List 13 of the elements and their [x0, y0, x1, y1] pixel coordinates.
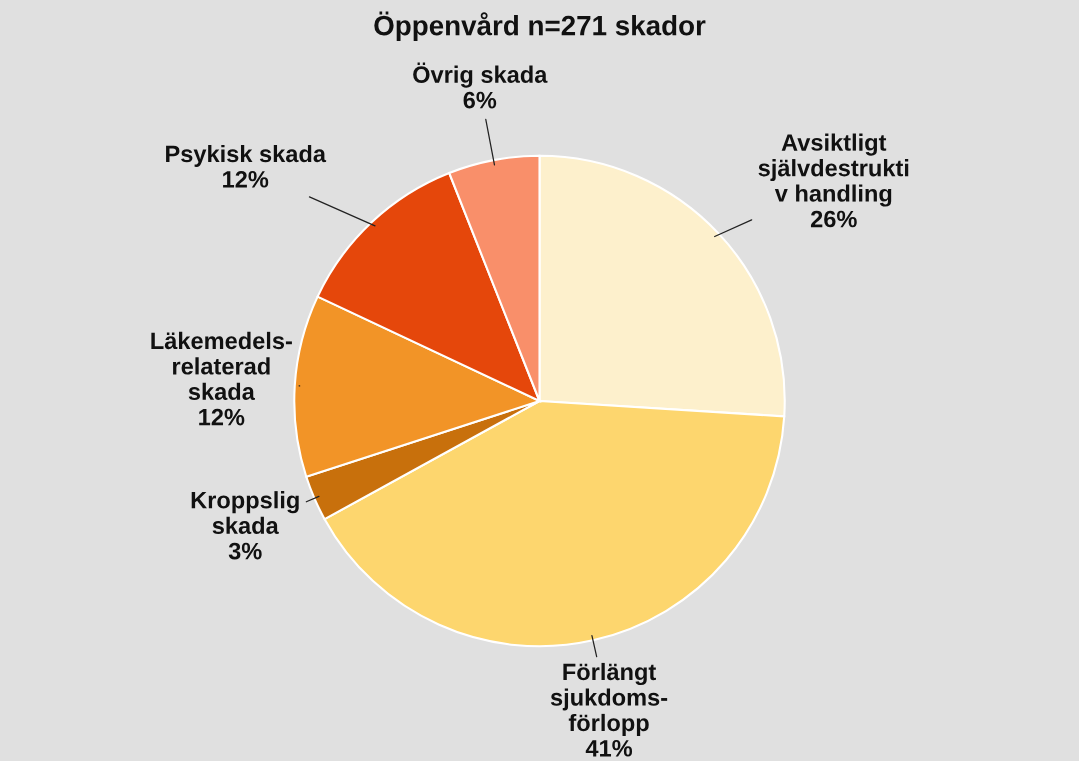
data-label: 26% — [810, 210, 857, 228]
slice-label: Psykisk skada — [166, 144, 327, 167]
slice-label: Övrig skada — [413, 62, 548, 88]
slice-label: Avsiktligt självdestrukti v handling — [758, 133, 909, 207]
chart-title: Öppenvård n=271 skador — [374, 11, 706, 41]
slice-label: Förlängt sjukdoms- förlopp — [550, 662, 668, 736]
data-label: 3% — [228, 542, 262, 560]
data-label: 41% — [585, 740, 633, 757]
slice-label: Läkemedels- relaterad skada — [151, 331, 292, 401]
slice-label: Kroppslig skada — [191, 491, 299, 534]
data-label: 12% — [223, 170, 269, 188]
data-label: 12% — [199, 408, 245, 426]
data-label: 6% — [463, 91, 497, 109]
